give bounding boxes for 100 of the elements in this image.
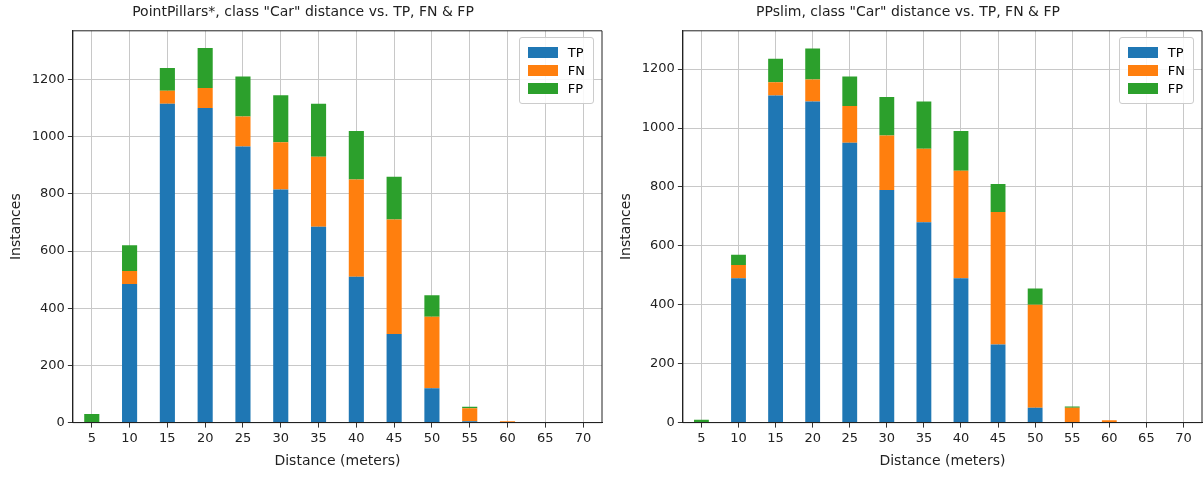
y-tick-label: 1200	[31, 70, 65, 86]
bar	[879, 97, 895, 136]
bar	[386, 219, 402, 334]
bar	[273, 189, 289, 423]
bar	[273, 142, 289, 190]
bar	[990, 344, 1006, 423]
bar	[424, 316, 440, 389]
x-tick-label: 40	[952, 429, 970, 445]
x-tick-label: 20	[804, 429, 821, 445]
y-tick-label: 800	[40, 185, 65, 201]
y-tick-label: 0	[56, 413, 65, 429]
x-tick-label: 60	[499, 429, 516, 445]
bar	[731, 265, 746, 279]
x-tick-label: 30	[272, 429, 290, 445]
x-tick-label: 45	[989, 429, 1007, 445]
bar	[990, 211, 1006, 345]
x-axis-title: Distance (meters)	[274, 452, 401, 469]
bar	[842, 142, 858, 423]
x-tick-label: 70	[1175, 429, 1192, 445]
x-tick-label: 25	[841, 429, 859, 445]
x-tick-label: 30	[878, 429, 896, 445]
bar	[768, 82, 783, 96]
x-tick-label: 5	[697, 429, 706, 445]
bar	[916, 148, 932, 223]
y-tick-label: 600	[40, 242, 65, 258]
bar	[1027, 288, 1043, 305]
x-tick-label: 55	[1063, 429, 1081, 445]
bar	[122, 271, 138, 284]
bar	[273, 95, 289, 143]
bar	[805, 79, 821, 102]
bar	[916, 222, 932, 423]
bar	[348, 276, 364, 423]
bar	[990, 183, 1006, 212]
bar	[424, 388, 440, 423]
bar	[235, 116, 251, 147]
y-tick-label: 1200	[641, 60, 675, 76]
bar	[310, 103, 327, 157]
bar	[197, 108, 213, 423]
bar	[122, 245, 138, 272]
x-tick-label: 25	[234, 429, 252, 445]
x-tick-label: 50	[1026, 429, 1044, 445]
bar	[879, 189, 895, 423]
bar	[235, 76, 251, 117]
y-tick-label: 0	[666, 413, 675, 429]
y-tick-label: 200	[40, 356, 65, 372]
legend-label: FP	[567, 80, 584, 96]
bar	[197, 88, 213, 109]
bar	[768, 95, 783, 423]
x-tick-label: 65	[537, 429, 554, 445]
bar	[842, 105, 858, 143]
legend-label: TP	[567, 44, 584, 60]
x-tick-label: 35	[310, 429, 327, 445]
bar	[462, 408, 478, 422]
x-tick-label: 65	[1138, 429, 1155, 445]
x-tick-label: 20	[196, 429, 214, 445]
x-tick-label: 5	[87, 429, 96, 445]
bar	[731, 254, 746, 265]
bar	[1027, 407, 1043, 423]
y-axis-title: Instances	[7, 193, 24, 261]
x-tick-label: 55	[461, 429, 478, 445]
bar	[386, 333, 402, 423]
bar	[122, 283, 138, 423]
x-axis-title: Distance (meters)	[879, 452, 1006, 469]
legend-label: TP	[1167, 44, 1184, 60]
bar	[768, 58, 783, 83]
bar	[348, 179, 364, 277]
legend-label: FN	[1167, 62, 1185, 78]
bar	[953, 130, 969, 171]
chart-title: PPslim, class "Car" distance vs. TP, FN & FP	[756, 3, 1060, 20]
x-tick-label: 60	[1101, 429, 1118, 445]
y-tick-label: 600	[650, 237, 675, 253]
bar	[879, 135, 895, 190]
x-tick-label: 35	[915, 429, 933, 445]
y-tick-label: 400	[40, 299, 65, 315]
y-tick-label: 1000	[641, 119, 675, 135]
y-tick-label: 800	[650, 178, 675, 194]
y-tick-label: 200	[650, 355, 675, 371]
x-tick-label: 15	[159, 429, 176, 445]
bar	[159, 90, 175, 104]
y-tick-label: 400	[650, 296, 675, 312]
bar	[953, 278, 969, 423]
bar	[386, 176, 402, 220]
bar	[424, 295, 440, 317]
y-axis-title: Instances	[617, 193, 634, 261]
bar	[159, 67, 175, 91]
bar	[348, 130, 364, 180]
x-tick-label: 70	[574, 429, 592, 445]
bar	[1027, 304, 1043, 408]
x-tick-label: 10	[730, 429, 747, 445]
bar	[731, 278, 746, 423]
x-tick-label: 45	[385, 429, 403, 445]
bar	[159, 103, 175, 423]
bar	[310, 156, 327, 227]
bar	[84, 414, 100, 423]
bar	[953, 170, 969, 279]
bar	[310, 226, 327, 423]
x-tick-label: 40	[348, 429, 365, 445]
bar	[805, 101, 821, 423]
bar	[235, 146, 251, 423]
legend-label: FP	[1167, 80, 1184, 96]
